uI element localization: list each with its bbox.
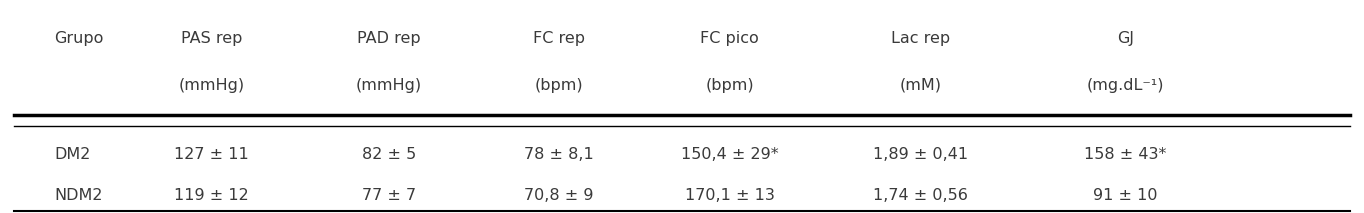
Text: GJ: GJ: [1117, 31, 1133, 46]
Text: 158 ± 43*: 158 ± 43*: [1084, 147, 1166, 162]
Text: (mmHg): (mmHg): [179, 78, 244, 93]
Text: 70,8 ± 9: 70,8 ± 9: [525, 189, 593, 203]
Text: 127 ± 11: 127 ± 11: [175, 147, 248, 162]
Text: FC pico: FC pico: [700, 31, 760, 46]
Text: (mg.dL⁻¹): (mg.dL⁻¹): [1087, 78, 1163, 93]
Text: 150,4 ± 29*: 150,4 ± 29*: [681, 147, 779, 162]
Text: (mM): (mM): [900, 78, 941, 93]
Text: 119 ± 12: 119 ± 12: [175, 189, 248, 203]
Text: 91 ± 10: 91 ± 10: [1093, 189, 1158, 203]
Text: 78 ± 8,1: 78 ± 8,1: [524, 147, 595, 162]
Text: 1,74 ± 0,56: 1,74 ± 0,56: [873, 189, 968, 203]
Text: PAS rep: PAS rep: [181, 31, 241, 46]
Text: Lac rep: Lac rep: [891, 31, 951, 46]
Text: NDM2: NDM2: [55, 189, 104, 203]
Text: (bpm): (bpm): [535, 78, 584, 93]
Text: (mmHg): (mmHg): [356, 78, 421, 93]
Text: 82 ± 5: 82 ± 5: [361, 147, 416, 162]
Text: PAD rep: PAD rep: [357, 31, 420, 46]
Text: DM2: DM2: [55, 147, 91, 162]
Text: 170,1 ± 13: 170,1 ± 13: [685, 189, 775, 203]
Text: 77 ± 7: 77 ± 7: [361, 189, 416, 203]
Text: FC rep: FC rep: [533, 31, 585, 46]
Text: Grupo: Grupo: [55, 31, 104, 46]
Text: (bpm): (bpm): [705, 78, 754, 93]
Text: 1,89 ± 0,41: 1,89 ± 0,41: [873, 147, 968, 162]
